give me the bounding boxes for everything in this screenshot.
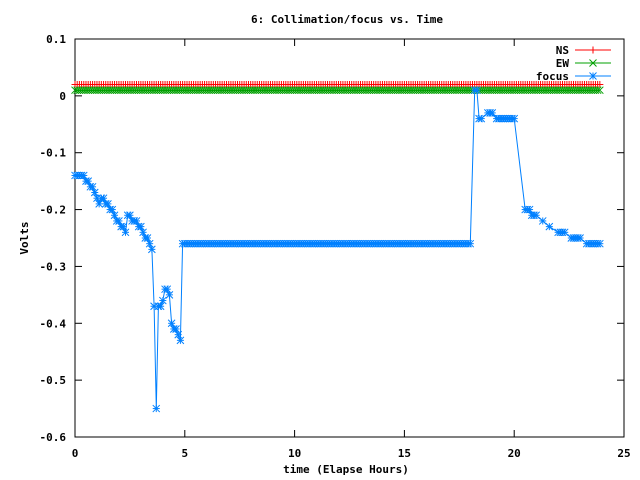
x-tick-label: 15 — [398, 447, 411, 460]
data-point-focus — [545, 222, 554, 231]
data-point-focus — [560, 228, 569, 237]
y-tick-label: -0.4 — [40, 317, 67, 330]
x-axis-ticks: 0 5 10 15 20 25 — [72, 39, 631, 460]
y-tick-label: -0.3 — [40, 260, 67, 273]
data-point-focus — [477, 114, 486, 123]
x-tick-label: 0 — [72, 447, 79, 460]
y-tick-label: -0.2 — [40, 204, 67, 217]
y-tick-label: 0.1 — [46, 33, 66, 46]
series-focus — [71, 86, 604, 413]
legend-marker-EW — [589, 59, 597, 67]
data-point-focus — [165, 291, 174, 299]
y-axis-ticks: 0.1 0 -0.1 -0.2 -0.3 -0.4 -0.5 -0.6 — [40, 33, 624, 444]
data-point-focus — [158, 296, 167, 305]
legend-label-focus: focus — [536, 70, 569, 83]
legend-label-NS: NS — [556, 44, 569, 57]
y-axis-label: Volts — [18, 221, 31, 254]
y-tick-label: -0.6 — [40, 431, 67, 444]
series-layer — [71, 80, 604, 413]
data-point-focus — [510, 114, 519, 123]
data-point-EW — [593, 86, 602, 95]
data-point-focus — [538, 217, 547, 225]
y-tick-label: -0.1 — [40, 147, 67, 160]
y-tick-label: -0.5 — [40, 374, 67, 387]
data-point-focus — [176, 336, 185, 345]
legend-label-EW: EW — [556, 57, 570, 70]
data-point-focus — [473, 86, 481, 95]
legend-marker-focus — [589, 72, 597, 80]
data-point-focus — [576, 234, 584, 242]
data-point-focus — [466, 239, 475, 248]
data-point-focus — [126, 211, 134, 220]
data-point-focus — [595, 239, 604, 248]
x-tick-label: 20 — [508, 447, 521, 460]
series-NS — [71, 80, 604, 88]
data-point-EW — [595, 86, 604, 95]
x-tick-label: 10 — [288, 447, 301, 460]
data-point-focus — [532, 211, 541, 220]
data-point-focus — [152, 404, 161, 413]
data-point-focus — [488, 109, 497, 117]
series-EW — [71, 86, 604, 95]
data-point-NS — [596, 80, 604, 88]
chart-title: 6: Collimation/focus vs. Time — [251, 13, 443, 26]
legend-marker-NS — [589, 46, 597, 54]
x-tick-label: 5 — [181, 447, 188, 460]
data-point-focus — [148, 245, 156, 254]
y-tick-label: 0 — [59, 90, 66, 103]
x-axis-label: time (Elapse Hours) — [283, 463, 409, 476]
x-tick-label: 25 — [617, 447, 630, 460]
data-point-focus — [121, 228, 130, 237]
plot-frame — [74, 38, 625, 438]
plot-area — [74, 38, 625, 438]
data-point-focus — [525, 205, 534, 214]
